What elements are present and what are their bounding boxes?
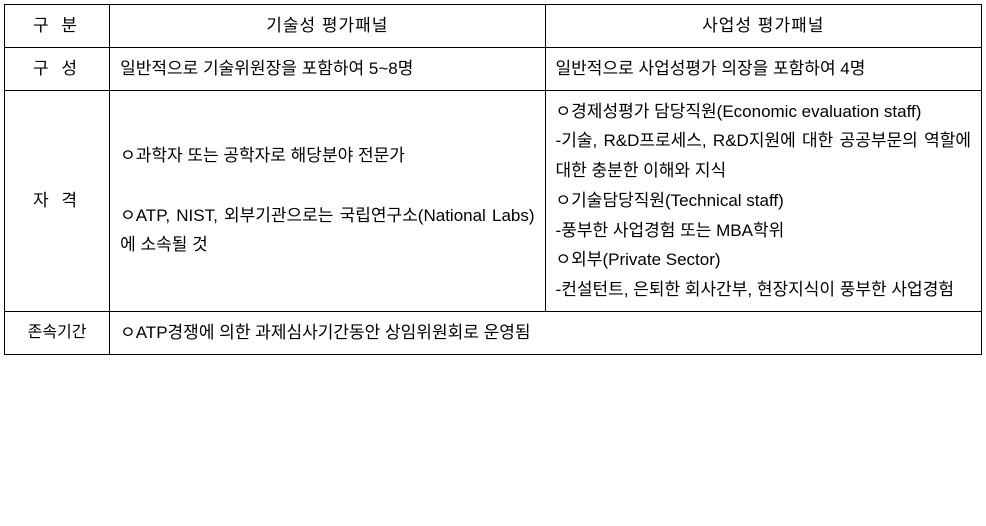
row-label-composition: 구 성 bbox=[5, 47, 110, 90]
table-row-composition: 구 성 일반적으로 기술위원장을 포함하여 5~8명 일반적으로 사업성평가 의… bbox=[5, 47, 982, 90]
row-label-duration: 존속기간 bbox=[5, 311, 110, 354]
cell-composition-business: 일반적으로 사업성평가 의장을 포함하여 4명 bbox=[545, 47, 981, 90]
cell-composition-tech: 일반적으로 기술위원장을 포함하여 5~8명 bbox=[110, 47, 545, 90]
table-header-row: 구 분 기술성 평가패널 사업성 평가패널 bbox=[5, 5, 982, 48]
cell-qualification-business: ㅇ경제성평가 담당직원(Economic evaluation staff)-기… bbox=[545, 90, 981, 311]
cell-duration-content: ㅇATP경쟁에 의한 과제심사기간동안 상임위원회로 운영됨 bbox=[110, 311, 982, 354]
table-row-duration: 존속기간 ㅇATP경쟁에 의한 과제심사기간동안 상임위원회로 운영됨 bbox=[5, 311, 982, 354]
row-label-qualification: 자 격 bbox=[5, 90, 110, 311]
cell-qualification-tech: ㅇ과학자 또는 공학자로 해당분야 전문가ㅇATP, NIST, 외부기관으로는… bbox=[110, 90, 545, 311]
evaluation-panel-table: 구 분 기술성 평가패널 사업성 평가패널 구 성 일반적으로 기술위원장을 포… bbox=[4, 4, 982, 355]
table-row-qualification: 자 격 ㅇ과학자 또는 공학자로 해당분야 전문가ㅇATP, NIST, 외부기… bbox=[5, 90, 982, 311]
header-category: 구 분 bbox=[5, 5, 110, 48]
header-tech-panel: 기술성 평가패널 bbox=[110, 5, 545, 48]
header-business-panel: 사업성 평가패널 bbox=[545, 5, 981, 48]
